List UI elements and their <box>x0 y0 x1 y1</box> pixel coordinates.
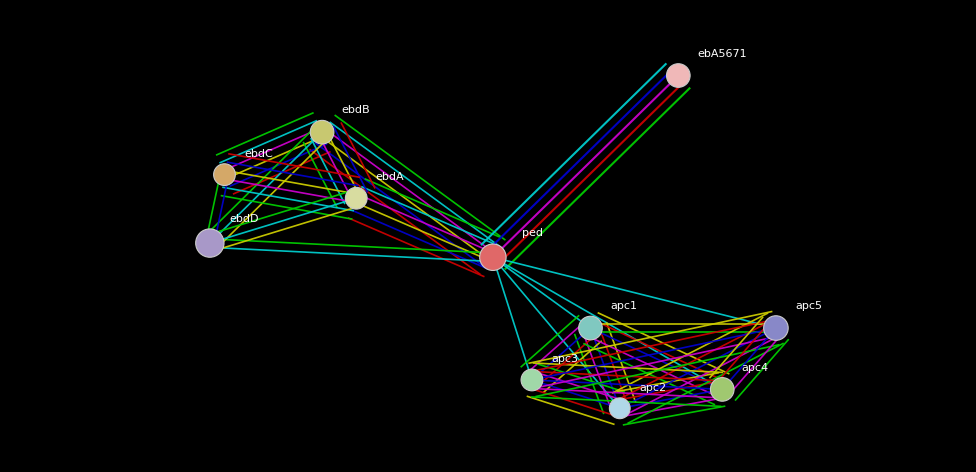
Circle shape <box>579 316 602 340</box>
Text: apc2: apc2 <box>639 383 667 393</box>
Text: ped: ped <box>522 228 544 238</box>
Text: apc4: apc4 <box>742 363 769 373</box>
Text: ebdD: ebdD <box>229 213 259 224</box>
Text: ebdA: ebdA <box>376 172 404 182</box>
Text: ebdC: ebdC <box>244 149 272 159</box>
Text: apc5: apc5 <box>795 301 823 311</box>
Circle shape <box>521 369 543 391</box>
Text: ebdB: ebdB <box>342 105 370 115</box>
Text: apc1: apc1 <box>610 301 637 312</box>
Circle shape <box>346 187 367 209</box>
Circle shape <box>479 244 507 270</box>
Text: ebA5671: ebA5671 <box>698 49 748 59</box>
Circle shape <box>609 398 630 419</box>
Circle shape <box>763 316 789 340</box>
Circle shape <box>711 378 734 401</box>
Circle shape <box>214 164 235 185</box>
Text: apc3: apc3 <box>551 354 579 364</box>
Circle shape <box>195 229 224 257</box>
Circle shape <box>667 64 690 87</box>
Circle shape <box>310 120 334 144</box>
